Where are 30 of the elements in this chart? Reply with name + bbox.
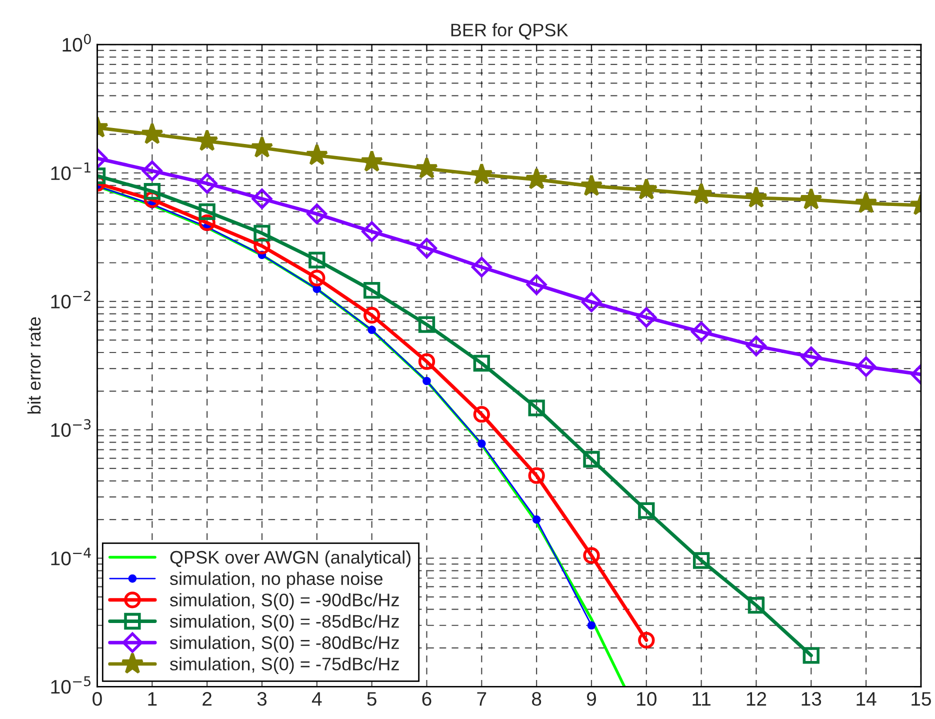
legend-label: simulation, S(0) = -85dBc/Hz — [170, 614, 399, 632]
y-tick-label: 10$^{−4}$ — [51, 548, 91, 566]
legend-label: QPSK over AWGN (analytical) — [170, 550, 410, 568]
legend-label: simulation, S(0) = -80dBc/Hz — [170, 636, 399, 653]
x-tick-label: 13 — [802, 692, 822, 706]
x-tick-label: 12 — [746, 692, 766, 706]
x-tick-label: 2 — [202, 692, 212, 706]
x-tick-label: 15 — [912, 692, 931, 706]
x-tick-label: 7 — [477, 692, 486, 706]
x-tick-label: 8 — [532, 692, 542, 706]
y-tick-label: 10$^{−3}$ — [51, 419, 91, 437]
legend-label: simulation, no phase noise — [170, 572, 382, 589]
x-tick-label: 0 — [92, 692, 102, 706]
y-axis-title: bit error rate — [27, 317, 41, 414]
x-tick-label: 14 — [856, 692, 876, 706]
y-tick-label: 10$^{−2}$ — [51, 290, 90, 308]
x-tick-label: 11 — [692, 692, 710, 706]
legend-label: simulation, S(0) = -90dBc/Hz — [170, 593, 399, 610]
legend-label: simulation, S(0) = -75dBc/Hz — [170, 657, 399, 674]
x-tick-label: 5 — [367, 692, 376, 706]
chart-title: BER for QPSK — [451, 23, 568, 40]
x-tick-label: 1 — [148, 692, 157, 706]
x-tick-label: 9 — [586, 692, 596, 706]
x-tick-label: 4 — [312, 692, 322, 706]
y-tick-label: 10$^{−1}$ — [51, 162, 90, 180]
x-tick-label: 10 — [637, 692, 656, 706]
y-tick-label: 10$^{0}$ — [62, 34, 91, 52]
x-tick-label: 6 — [422, 692, 432, 706]
y-tick-label: 10$^{−5}$ — [51, 676, 90, 694]
x-tick-label: 3 — [257, 692, 267, 706]
